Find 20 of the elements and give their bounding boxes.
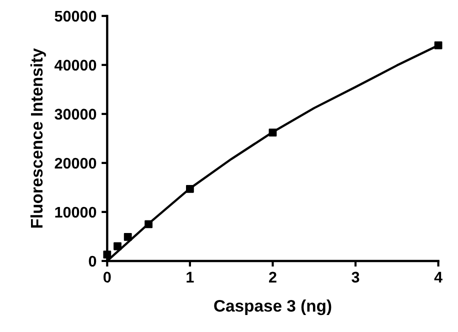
- point: [124, 232, 132, 241]
- y-tick-label: 10000: [55, 206, 96, 218]
- point: [268, 128, 277, 137]
- x-tick-label: 3: [352, 272, 360, 283]
- y-tick-label: 30000: [54, 108, 96, 120]
- point: [434, 41, 442, 50]
- x-tick-label: 4: [434, 272, 442, 282]
- x-tick-label: 0: [104, 272, 111, 283]
- y-tick-label: 0: [88, 256, 96, 267]
- y-tick-label: 40000: [54, 60, 96, 71]
- x-tick-label: 1: [186, 272, 194, 282]
- y-tick-label: 20000: [54, 158, 96, 169]
- y-tick-label: 50000: [54, 10, 96, 22]
- point: [103, 250, 112, 259]
- x-axis-title: Caspase 3 (ng): [214, 300, 332, 316]
- x-tick-label: 2: [269, 272, 276, 282]
- point: [144, 220, 153, 228]
- point: [114, 242, 122, 250]
- y-axis-title: Fluorescence Intensity: [30, 48, 46, 228]
- point: [186, 184, 194, 193]
